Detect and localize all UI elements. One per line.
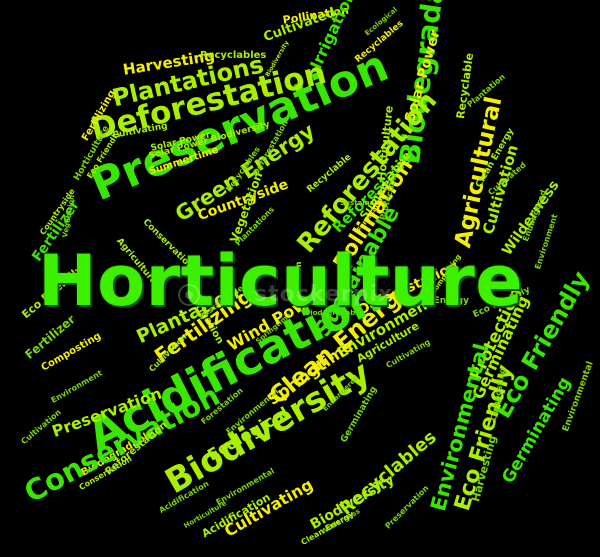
word-recyclable: Recyclable xyxy=(454,52,477,120)
word-recyclables: Recyclables xyxy=(335,426,441,520)
headline-horticulture: Horticulture xyxy=(38,240,524,322)
word-green-energy: Green Energy xyxy=(400,296,469,306)
word-environment: Environment xyxy=(49,368,104,405)
stock-logo-icon xyxy=(178,284,200,306)
watermark-text: stockerpix xyxy=(254,282,394,307)
word-recyclables: Recyclables xyxy=(200,50,267,61)
word-biodegradable: Biodegradable xyxy=(305,309,363,317)
word-sustainable: Sustainable xyxy=(340,199,387,207)
word-preservation: Preservation xyxy=(383,483,431,531)
